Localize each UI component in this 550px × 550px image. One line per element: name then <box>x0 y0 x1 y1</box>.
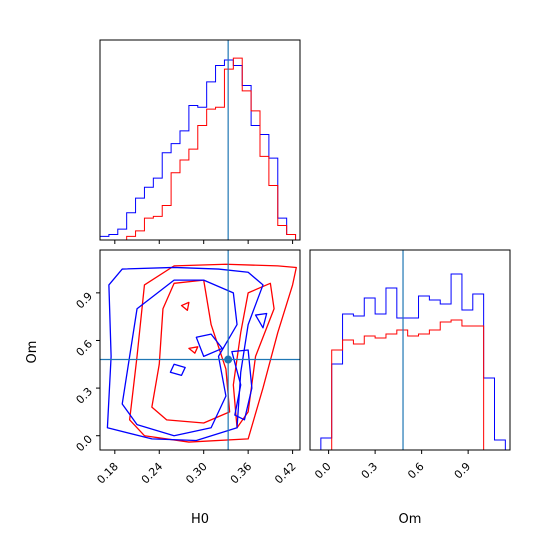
contour-plot-area <box>100 250 300 450</box>
x-tick-label: 0.36 <box>228 460 255 487</box>
contour-frame <box>99 249 301 451</box>
contour-lines <box>106 263 297 443</box>
panel-om-marginal: 0.0 0.3 0.6 0.9 Om <box>309 249 511 527</box>
x-tick-label: 0.30 <box>183 460 210 487</box>
x-tick-label: 0.18 <box>94 460 121 487</box>
om-histogram-frame <box>309 249 511 451</box>
y-tick-label: 0.0 <box>74 433 96 455</box>
contour-blue <box>121 279 238 437</box>
om-histogram-ticks: 0.0 0.3 0.6 0.9 <box>312 450 473 481</box>
h0-histogram-frame <box>99 39 301 241</box>
contour-red <box>180 301 190 311</box>
x-tick-label: 0.42 <box>272 460 299 487</box>
h0-histogram-plot-area <box>99 40 297 241</box>
contour-blue <box>195 333 223 357</box>
contour-blue <box>254 312 268 329</box>
x-tick-label: 0.6 <box>405 460 427 482</box>
x-axis-label-h0: H0 <box>191 512 209 527</box>
histogram-red-series <box>310 319 506 451</box>
contour-red <box>151 279 231 424</box>
panel-h0-marginal <box>99 39 301 244</box>
y-tick-label: 0.6 <box>74 337 96 359</box>
contour-red <box>188 346 199 354</box>
contour-red <box>128 263 297 443</box>
x-tick-label: 0.3 <box>359 460 381 482</box>
contour-blue <box>106 266 264 442</box>
histogram-red-series <box>100 57 297 241</box>
h0-histogram-ticks <box>114 240 294 244</box>
contour-red <box>232 282 275 429</box>
y-axis-label-om: Om <box>25 341 40 364</box>
x-tick-label: 0.0 <box>312 460 334 482</box>
y-tick-label: 0.3 <box>74 385 96 407</box>
histogram-blue-series <box>310 273 506 451</box>
contour-blue <box>169 363 186 377</box>
x-axis-label-om: Om <box>399 512 422 527</box>
histogram-blue-series <box>99 59 297 240</box>
x-tick-label: 0.24 <box>139 460 166 487</box>
y-tick-label: 0.9 <box>74 290 96 312</box>
om-histogram-plot-area <box>310 250 506 451</box>
x-tick-label: 0.9 <box>452 460 474 482</box>
panel-h0-om-contour: 0.18 0.24 0.30 0.36 0.42 0.0 0.3 0.6 0.9 H0 Om <box>25 249 301 527</box>
truth-point <box>224 355 233 364</box>
contour-blue <box>231 349 253 421</box>
